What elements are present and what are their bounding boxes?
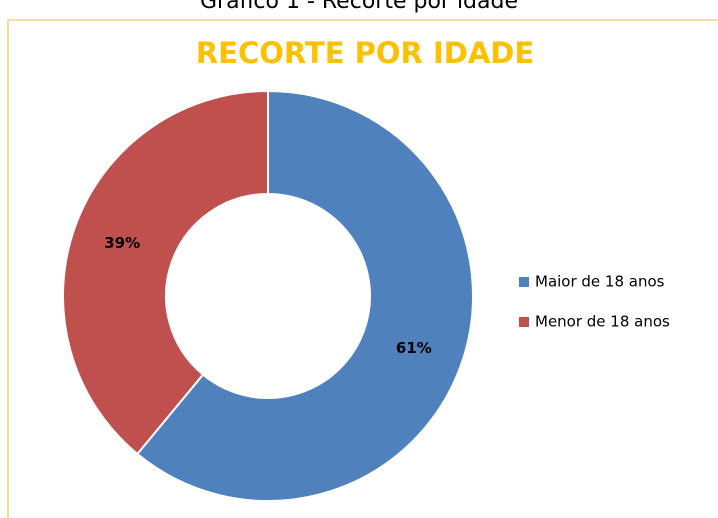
slice (62, 89, 269, 456)
legend-label: Menor de 18 anos (535, 313, 670, 331)
data-label: 39% (104, 234, 140, 252)
caption: Gráfico 1 - Recorte por idade (200, 0, 518, 14)
legend-swatch (519, 317, 529, 327)
legend-label: Maior de 18 anos (535, 273, 665, 291)
slice (135, 89, 474, 502)
chart-title: RECORTE POR IDADE (196, 36, 534, 70)
data-label: 61% (396, 339, 432, 357)
legend-swatch (519, 277, 529, 287)
frame (7, 19, 718, 518)
